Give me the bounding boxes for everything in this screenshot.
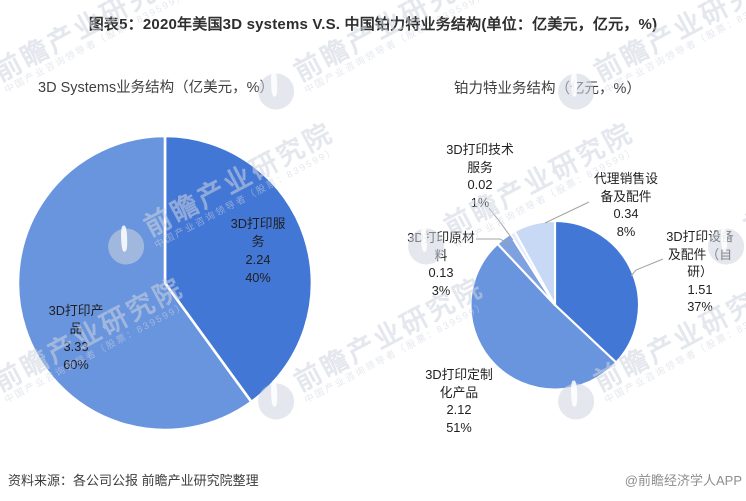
leader-line-raw-material (476, 238, 510, 245)
slice-name: 3D打印技术服务 (446, 142, 514, 175)
pie-label-equipment-selfdev: 3D打印设备及配件（自研） 1.51 37% (665, 228, 735, 316)
slice-value: 2.24 (245, 252, 271, 267)
pie-slice (513, 219, 557, 307)
leader-line-agency (544, 201, 590, 224)
pie-slice (163, 134, 314, 404)
pie-chart-right (469, 219, 640, 391)
slice-name: 3D打印服务 (230, 216, 286, 249)
pie-label-tech-service: 3D打印技术服务 0.02 1% (445, 141, 515, 211)
slice-name: 3D打印设备及配件（自研） (666, 229, 734, 279)
slice-percent: 1% (470, 194, 490, 210)
slice-name: 3D打印定制化产品 (425, 367, 493, 400)
pie-label-customized-product: 3D打印定制化产品 2.12 51% (424, 366, 494, 436)
left-chart-title: 3D Systems业务结构（亿美元，%） (38, 80, 275, 96)
slice-value: 0.13 (428, 265, 454, 280)
pie-label-raw-material: 3D打印原材料 0.13 3% (406, 229, 476, 299)
slice-percent: 40% (245, 270, 271, 285)
credit-note: @前瞻经济学人APP (624, 473, 742, 488)
pie-label-print-product: 3D打印产品 3.33 60% (46, 302, 106, 374)
slice-name: 代理销售设备及配件 (594, 171, 658, 204)
figure-title: 图表5：2020年美国3D systems V.S. 中国铂力特业务结构(单位：… (88, 16, 658, 33)
slice-percent: 60% (63, 357, 89, 372)
slice-percent: 51% (446, 419, 472, 435)
pie-label-print-service: 3D打印服务 2.24 40% (226, 215, 290, 287)
slice-name: 3D打印产品 (48, 303, 104, 336)
leader-line-equipment (630, 258, 664, 277)
slice-value: 0.34 (613, 206, 639, 221)
pie-slice (553, 219, 640, 364)
slice-percent: 8% (616, 223, 636, 239)
slice-name: 3D打印原材料 (407, 230, 475, 263)
slice-percent: 37% (687, 299, 713, 314)
pie-label-agency-sales: 代理销售设备及配件 0.34 8% (591, 170, 661, 240)
slice-value: 1.51 (687, 281, 713, 297)
slice-percent: 3% (431, 282, 451, 298)
slice-value: 3.33 (63, 339, 89, 354)
slice-value: 2.12 (446, 402, 472, 417)
pie-slice (16, 134, 253, 432)
leader-line-tech-service (488, 207, 514, 241)
slice-value: 0.02 (467, 177, 493, 192)
pie-chart-left (16, 134, 314, 432)
source-note: 资料来源：各公司公报 前瞻产业研究院整理 (8, 473, 259, 488)
